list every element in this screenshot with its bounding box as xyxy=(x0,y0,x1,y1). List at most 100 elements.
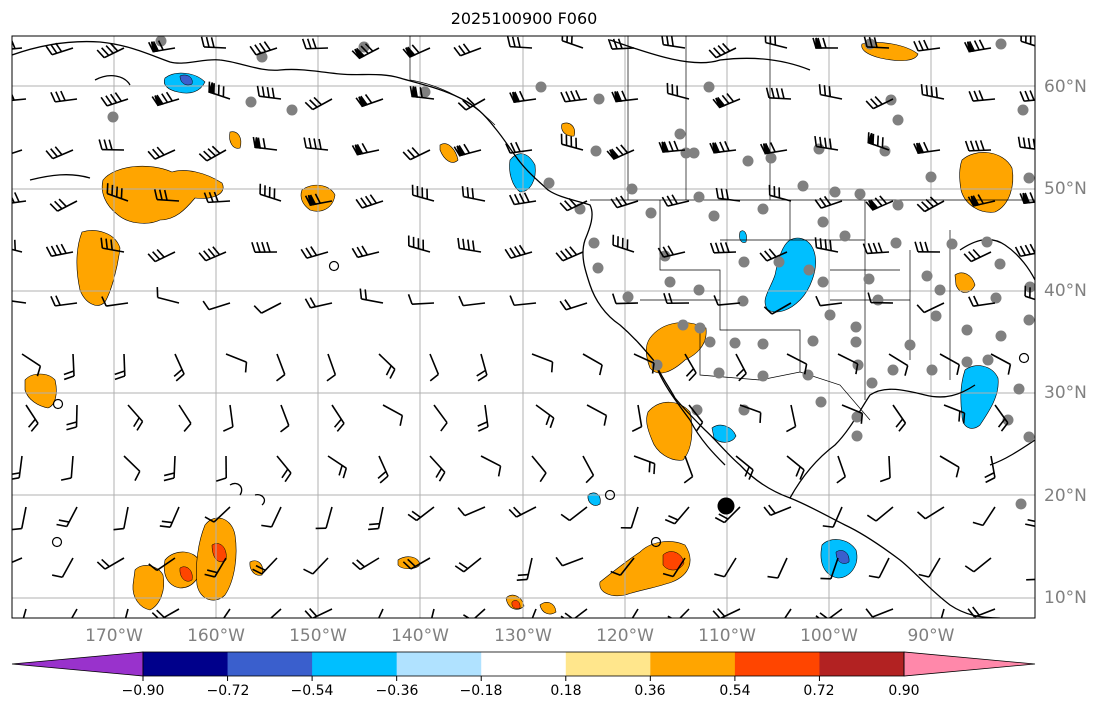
wind-barb xyxy=(200,36,227,49)
colorbar-tick-label: −0.72 xyxy=(206,683,250,699)
wind-barb xyxy=(990,353,1012,375)
wind-barb xyxy=(458,295,486,307)
wind-barb xyxy=(147,248,176,263)
wind-barb xyxy=(865,96,894,110)
wind-barb xyxy=(461,186,486,202)
wind-barb xyxy=(916,196,945,213)
colorbar-cell xyxy=(819,652,905,676)
wind-barb xyxy=(100,237,125,253)
wind-barb xyxy=(759,248,788,262)
wind-barb xyxy=(476,353,488,382)
lat-label-30n: 30°N xyxy=(1044,383,1087,403)
wind-barb xyxy=(913,39,941,52)
wind-barb xyxy=(940,608,945,618)
wind-barb xyxy=(865,608,894,618)
wind-barb xyxy=(559,197,588,212)
wind-barb xyxy=(814,237,839,253)
wind-barb xyxy=(709,140,737,154)
wind-barb xyxy=(147,146,176,160)
wind-barb xyxy=(351,142,380,156)
wind-barb xyxy=(204,506,231,523)
wind-barb xyxy=(918,557,941,578)
wind-barb xyxy=(204,557,227,578)
wind-barb xyxy=(735,455,754,480)
wind-barb xyxy=(301,38,329,50)
wind-barb xyxy=(708,42,737,59)
wind-barb xyxy=(151,608,180,618)
wind-barb xyxy=(457,506,486,517)
wind-barb xyxy=(255,608,282,618)
wind-barb xyxy=(968,295,996,307)
wind-barb xyxy=(457,97,486,111)
wind-barb xyxy=(786,404,797,433)
wind-barb xyxy=(45,42,74,56)
wind-barb xyxy=(582,455,595,484)
wind-barb xyxy=(658,140,686,153)
wind-barb xyxy=(101,296,129,307)
wind-barb xyxy=(225,353,248,373)
wind-barb xyxy=(70,608,78,618)
wind-barb xyxy=(663,292,690,305)
colorbar-tick-label: 0.72 xyxy=(803,683,835,699)
wind-barb xyxy=(620,506,639,529)
colorbar-cell xyxy=(396,652,482,676)
wind-barb xyxy=(767,557,788,579)
wind-barb xyxy=(606,144,635,160)
wind-barb xyxy=(607,38,635,50)
wind-barb xyxy=(315,506,333,530)
wind-barb xyxy=(888,353,909,376)
wind-barb xyxy=(409,85,435,100)
wind-barb xyxy=(939,455,960,478)
wind-barb xyxy=(368,506,384,531)
wind-barb xyxy=(303,557,329,575)
wind-barb xyxy=(555,246,584,262)
wind-barb xyxy=(879,455,891,483)
wind-barb xyxy=(114,353,126,381)
wind-barb xyxy=(688,404,704,432)
wind-barb xyxy=(984,455,996,484)
lon-label-90w: 90°W xyxy=(907,626,955,646)
wind-barb xyxy=(504,244,533,259)
wind-barb xyxy=(123,455,141,481)
wind-barb xyxy=(276,455,292,483)
wind-barb xyxy=(12,455,23,480)
lon-label-160w: 160°W xyxy=(187,626,245,646)
wind-barb xyxy=(713,295,741,306)
wind-barb xyxy=(586,404,608,426)
wind-barb xyxy=(1019,192,1035,204)
wind-barb xyxy=(202,300,231,311)
wind-barb xyxy=(1019,90,1035,102)
wind-barb xyxy=(198,145,227,162)
wind-barb xyxy=(355,194,384,209)
wind-barb xyxy=(662,557,686,578)
wind-barb xyxy=(12,149,23,155)
wind-barb xyxy=(63,353,75,381)
wind-barb xyxy=(972,506,996,527)
wind-barb xyxy=(509,295,537,307)
wind-barb xyxy=(60,455,74,481)
wind-barb xyxy=(943,404,966,424)
wind-barb xyxy=(610,557,635,577)
wind-barb xyxy=(50,90,78,103)
wind-barb xyxy=(836,455,847,484)
wind-barb xyxy=(457,237,482,253)
wind-barb xyxy=(963,39,992,53)
lon-label-120w: 120°W xyxy=(596,626,654,646)
colorbar-tick-label: −0.36 xyxy=(375,683,419,699)
wind-barb xyxy=(96,557,125,570)
wind-barb xyxy=(559,299,588,311)
colorbar-tick-label: 0.18 xyxy=(550,683,582,699)
wind-barb xyxy=(633,455,656,475)
wind-barb xyxy=(453,143,482,157)
wind-barb xyxy=(50,295,78,307)
wind-barb xyxy=(815,608,843,618)
wind-barb xyxy=(66,404,78,431)
lat-label-20n: 20°N xyxy=(1044,486,1087,506)
wind-barb xyxy=(251,241,278,254)
lon-label-170w: 170°W xyxy=(85,626,143,646)
wind-barb xyxy=(223,404,234,432)
wind-barb xyxy=(712,608,741,618)
wind-barb xyxy=(814,135,839,151)
colorbar-cell xyxy=(734,652,820,676)
wind-barb xyxy=(49,198,78,212)
